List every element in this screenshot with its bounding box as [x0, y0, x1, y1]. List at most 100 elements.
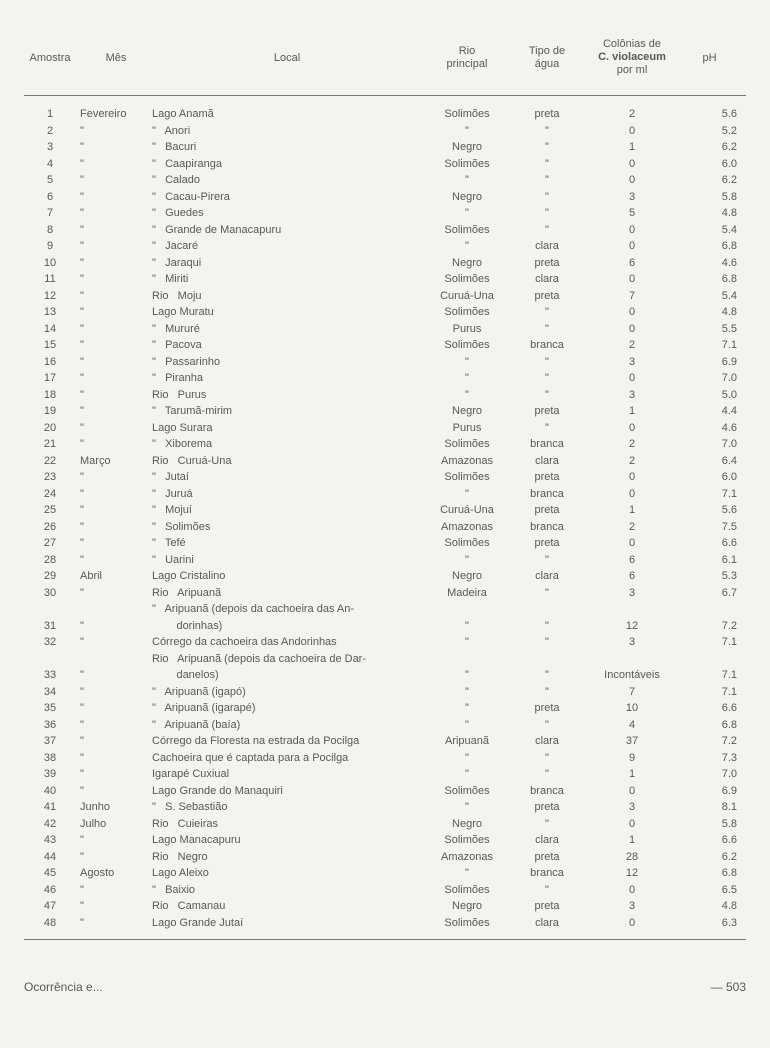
cell-tipo: "	[512, 816, 582, 833]
cell-tipo: branca	[512, 486, 582, 503]
cell-colonias: 0	[582, 882, 682, 899]
cell-mes: "	[76, 172, 152, 189]
cell-rio: "	[422, 172, 512, 189]
cell-tipo: preta	[512, 799, 582, 816]
hdr-rio-l1: Rio	[422, 45, 512, 58]
hdr-tipo-l1: Tipo de	[512, 45, 582, 58]
cell-local: " Bacuri	[152, 139, 422, 156]
cell-rio: Curuá-Una	[422, 502, 512, 519]
cell-local: " Calado	[152, 172, 422, 189]
cell-rio: "	[422, 634, 512, 651]
cell-mes: Fevereiro	[76, 106, 152, 123]
cell-rio: "	[422, 750, 512, 767]
cell-colonias: 6	[582, 568, 682, 585]
cell-mes: "	[76, 502, 152, 519]
table-row: 46"" BaixioSolimões"06.5	[24, 882, 746, 899]
cell-colonias: 0	[582, 156, 682, 173]
cell-tipo: preta	[512, 502, 582, 519]
cell-amostra: 7	[24, 205, 76, 222]
cell-ph: 6.6	[682, 700, 743, 717]
cell-colonias: 0	[582, 370, 682, 387]
cell-colonias: 12	[582, 618, 682, 635]
cell-ph: 5.8	[682, 816, 743, 833]
cell-colonias: 6	[582, 255, 682, 272]
cell-mes: "	[76, 915, 152, 932]
table-row: 6"" Cacau-PireraNegro"35.8	[24, 189, 746, 206]
cell-ph: 7.0	[682, 370, 743, 387]
cell-tipo: "	[512, 750, 582, 767]
cell-local: Rio Aripuanã	[152, 585, 422, 602]
cell-tipo: "	[512, 205, 582, 222]
cell-ph: 6.2	[682, 849, 743, 866]
table-row: 41Junho" S. Sebastião"preta38.1	[24, 799, 746, 816]
cell-ph: 6.6	[682, 535, 743, 552]
table-row: 9"" Jacaré"clara06.8	[24, 238, 746, 255]
cell-tipo: preta	[512, 403, 582, 420]
cell-mes: "	[76, 370, 152, 387]
cell-mes: "	[76, 288, 152, 305]
cell-colonias: 2	[582, 519, 682, 536]
cell-amostra: 34	[24, 684, 76, 701]
hdr-ph: pH	[682, 52, 743, 64]
cell-rio: "	[422, 354, 512, 371]
cell-rio: Solimões	[422, 337, 512, 354]
cell-rio: Negro	[422, 403, 512, 420]
cell-ph: 5.8	[682, 189, 743, 206]
cell-amostra: 14	[24, 321, 76, 338]
cell-mes: "	[76, 403, 152, 420]
cell-local: " S. Sebastião	[152, 799, 422, 816]
cell-local: Igarapé Cuxiual	[152, 766, 422, 783]
cell-tipo: preta	[512, 255, 582, 272]
cell-rio: "	[422, 717, 512, 734]
cell-amostra: 2	[24, 123, 76, 140]
cell-mes: "	[76, 519, 152, 536]
cell-local: " Mururé	[152, 321, 422, 338]
table-row: 14"" MururéPurus"05.5	[24, 321, 746, 338]
cell-local: Lago Anamã	[152, 106, 422, 123]
cell-mes: "	[76, 766, 152, 783]
cell-rio: Solimões	[422, 156, 512, 173]
hdr-col-l2: C. violaceum	[582, 51, 682, 64]
cell-colonias: 1	[582, 766, 682, 783]
cell-rio: Solimões	[422, 469, 512, 486]
cell-local: " Jaraqui	[152, 255, 422, 272]
cell-mes: "	[76, 156, 152, 173]
cell-local: Córrego da cachoeira das Andorinhas	[152, 634, 422, 651]
cell-mes: Junho	[76, 799, 152, 816]
cell-mes: Abril	[76, 568, 152, 585]
table-row: 19"" Tarumã-mirimNegropreta14.4	[24, 403, 746, 420]
cell-rio: Negro	[422, 568, 512, 585]
table-row: 38"Cachoeira que é captada para a Pocilg…	[24, 750, 746, 767]
cell-ph: 4.8	[682, 304, 743, 321]
cell-amostra: 26	[24, 519, 76, 536]
cell-local: " Aripuanã (igapó)	[152, 684, 422, 701]
cell-ph: 5.2	[682, 123, 743, 140]
cell-colonias: 0	[582, 172, 682, 189]
cell-amostra: 32	[24, 634, 76, 651]
cell-mes: "	[76, 354, 152, 371]
cell-tipo: preta	[512, 535, 582, 552]
cell-amostra: 33	[24, 667, 76, 684]
cell-colonias: 2	[582, 106, 682, 123]
table-row: 2"" Anori""05.2	[24, 123, 746, 140]
table-row: 39"Igarapé Cuxiual""17.0	[24, 766, 746, 783]
cell-ph: 6.2	[682, 172, 743, 189]
cell-mes: "	[76, 832, 152, 849]
cell-mes: "	[76, 238, 152, 255]
cell-tipo: "	[512, 618, 582, 635]
cell-mes: Agosto	[76, 865, 152, 882]
cell-amostra: 44	[24, 849, 76, 866]
cell-colonias: 0	[582, 222, 682, 239]
hdr-tipo: Tipo de água	[512, 45, 582, 71]
cell-colonias: 0	[582, 915, 682, 932]
cell-rio: Solimões	[422, 222, 512, 239]
cell-rio: Solimões	[422, 436, 512, 453]
cell-mes: Julho	[76, 816, 152, 833]
cell-amostra: 11	[24, 271, 76, 288]
cell-tipo: preta	[512, 106, 582, 123]
cell-mes: "	[76, 205, 152, 222]
cell-rio: Purus	[422, 321, 512, 338]
cell-amostra: 10	[24, 255, 76, 272]
cell-rio: Negro	[422, 189, 512, 206]
cell-amostra: 12	[24, 288, 76, 305]
